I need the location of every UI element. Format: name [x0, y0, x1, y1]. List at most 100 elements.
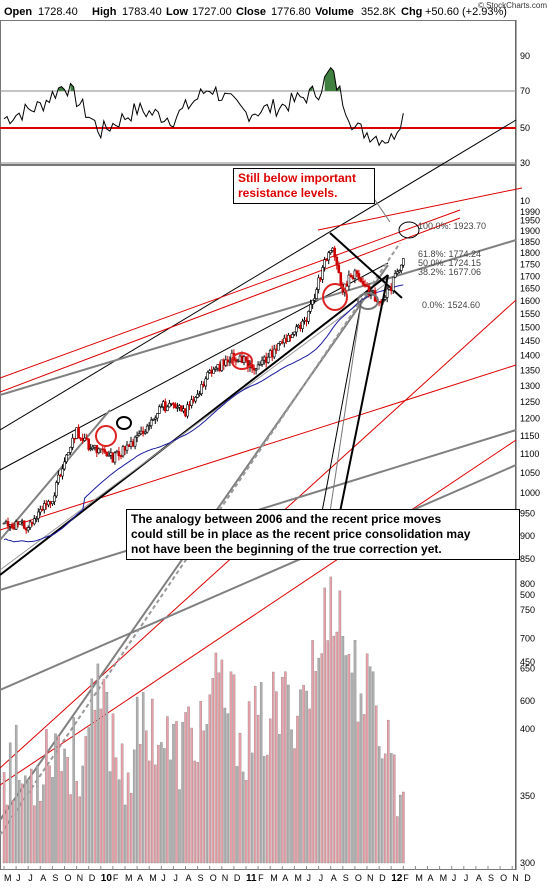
volume-bar-107: [327, 641, 329, 864]
volume-bar-105: [321, 654, 323, 864]
price-bar-78: [160, 404, 162, 409]
volume-bar-58: [178, 790, 180, 864]
circle-2010-mar: [117, 417, 131, 429]
price-tick-1000: 1000: [520, 488, 540, 498]
volume-bar-56: [172, 724, 174, 863]
volume-bar-92: [281, 677, 283, 863]
price-bar-70: [144, 429, 146, 435]
price-bar-47: [98, 447, 100, 454]
month-label-7: D: [89, 873, 96, 883]
price-bar-136: [277, 343, 279, 351]
price-tick-1350: 1350: [520, 365, 540, 375]
volume-bar-14: [45, 729, 47, 863]
price-bar-112: [229, 357, 231, 367]
month-label-43: D: [524, 873, 531, 883]
low-value: 1727.00: [192, 6, 232, 18]
volume-bar-112: [342, 636, 344, 863]
price-tick-1800: 1800: [520, 248, 540, 258]
volume-bar-11: [36, 766, 38, 863]
volume-bar-28: [88, 728, 90, 864]
volume-bar-60: [185, 712, 187, 863]
open-value: 1728.40: [38, 6, 78, 18]
price-bar-147: [299, 322, 301, 332]
bottom-annotation-line-2: could still be in place as the recent pr…: [131, 527, 515, 542]
volume-bar-43: [133, 750, 135, 863]
price-bar-121: [247, 356, 249, 373]
price-tick-1150: 1150: [520, 431, 539, 441]
price-bar-153: [312, 300, 314, 309]
month-label-14: J: [173, 873, 178, 883]
volume-bar-8: [27, 779, 29, 863]
month-label-39: A: [476, 873, 482, 883]
volume-bar-19: [61, 771, 63, 863]
price-bar-71: [146, 424, 148, 434]
month-label-15: A: [186, 873, 192, 883]
volume-bar-55: [169, 760, 171, 863]
price-bar-94: [193, 396, 195, 403]
month-label-8: 10: [101, 873, 113, 884]
volume-bar-2: [9, 743, 11, 863]
volume-bar-73: [224, 708, 226, 863]
price-bar-115: [235, 357, 237, 365]
price-tick-1200: 1200: [520, 413, 540, 423]
month-label-27: A: [331, 873, 337, 883]
fibonacci-levels: 100.0%: 1923.70 61.8%: 1774.24 50.0%: 17…: [418, 221, 486, 310]
volume-bar-82: [251, 753, 253, 863]
volume-bar-61: [188, 707, 190, 863]
month-label-26: J: [319, 873, 324, 883]
volume-bar-23: [73, 717, 75, 863]
price-bar-110: [225, 355, 227, 367]
volume-bar-9: [30, 769, 32, 863]
month-label-24: M: [294, 873, 302, 883]
volume-bar-97: [296, 716, 298, 863]
volume-bar-104: [318, 658, 320, 863]
volume-bar-35: [109, 772, 111, 864]
volume-bar-70: [215, 653, 217, 863]
price-bar-172: [350, 273, 352, 277]
volume-bar-0: [3, 772, 5, 863]
price-bar-119: [243, 355, 245, 365]
volume-bar-30: [94, 710, 96, 863]
month-label-41: O: [500, 873, 507, 883]
price-tick-1550: 1550: [520, 309, 540, 319]
volume-bar-90: [275, 692, 277, 863]
volume-bar-85: [260, 682, 262, 863]
price-bar-83: [170, 403, 172, 406]
price-bar-95: [195, 396, 197, 403]
open-label: Open: [4, 6, 32, 18]
price-bar-26: [55, 481, 57, 498]
month-label-40: S: [488, 873, 494, 883]
volume-bar-103: [315, 671, 317, 863]
rsi-tick-50: 50: [520, 123, 530, 133]
volume-bar-24: [76, 781, 78, 863]
volume-bar-109: [333, 636, 335, 863]
volume-bar-38: [118, 780, 120, 863]
rsi-tick-70: 70: [520, 86, 530, 96]
price-bar-96: [197, 390, 199, 398]
volume-tick-500: 500: [520, 590, 535, 600]
price-bar-106: [217, 364, 219, 371]
price-tick-1600: 1600: [520, 296, 540, 306]
quote-header: Open 1728.40 High 1783.40 Low 1727.00 Cl…: [4, 1, 547, 18]
price-bar-104: [213, 367, 215, 374]
month-label-31: D: [379, 873, 386, 883]
price-bar-50: [104, 446, 106, 454]
volume-bar-48: [148, 761, 150, 863]
volume-bar-123: [375, 706, 377, 863]
top-annotation-line-2: resistance levels.: [238, 186, 370, 201]
price-tick-1650: 1650: [520, 284, 540, 294]
volume-bar-128: [390, 753, 392, 863]
volume-bar-101: [309, 709, 311, 863]
volume-bar-5: [18, 780, 20, 863]
price-bar-134: [273, 345, 275, 359]
volume-bar-86: [263, 756, 265, 863]
price-bar-75: [154, 415, 156, 424]
month-label-20: 11: [246, 873, 257, 884]
price-bar-103: [211, 366, 213, 377]
volume-bar-108: [330, 577, 332, 863]
volume-bar-27: [85, 736, 87, 863]
price-axis: 1019901950190018501800175017001650160015…: [520, 196, 540, 706]
volume-bar-51: [157, 745, 159, 863]
